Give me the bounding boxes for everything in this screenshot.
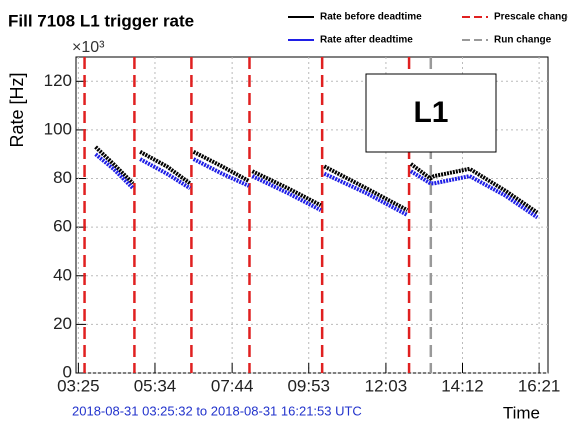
y-tick-label: 120 — [44, 71, 72, 90]
series-line — [94, 152, 539, 220]
legend-label: Run change — [494, 35, 552, 46]
legend-label: Rate after deadtime — [320, 35, 413, 46]
annotation-box — [365, 73, 497, 153]
x-tick-label: 03:25 — [57, 376, 100, 395]
x-tick-label: 09:53 — [287, 376, 330, 395]
x-tick-label: 12:03 — [365, 376, 408, 395]
date-range: 2018-08-31 03:25:32 to 2018-08-31 16:21:… — [72, 403, 362, 418]
y-tick-label: 0 — [63, 362, 72, 381]
plot-area: 0 20 40 60 80 100 120 03:25 05:34 07:44 09:53 12:03… — [44, 56, 561, 395]
chart-title: Fill 7108 L1 trigger rate — [8, 11, 194, 30]
legend-label: Rate before deadtime — [320, 12, 422, 23]
y-tick-label: 80 — [53, 168, 72, 187]
legend-label: Prescale change — [494, 12, 568, 23]
y-axis-title: Rate [Hz] — [7, 72, 27, 147]
series-line — [94, 145, 539, 215]
x-tick-label: 14:12 — [441, 376, 484, 395]
y-tick-label: 40 — [53, 265, 72, 284]
x-tick-label: 16:21 — [518, 376, 561, 395]
annotation: L1 — [413, 96, 448, 129]
y-multiplier: ×10³ — [72, 39, 105, 56]
x-tick-label: 05:34 — [134, 376, 177, 395]
y-tick-label: 100 — [44, 119, 72, 138]
y-tick-label: 60 — [53, 217, 72, 236]
x-axis-title: Time — [503, 403, 540, 422]
x-tick-label: 07:44 — [211, 376, 254, 395]
y-tick-label: 20 — [53, 314, 72, 333]
